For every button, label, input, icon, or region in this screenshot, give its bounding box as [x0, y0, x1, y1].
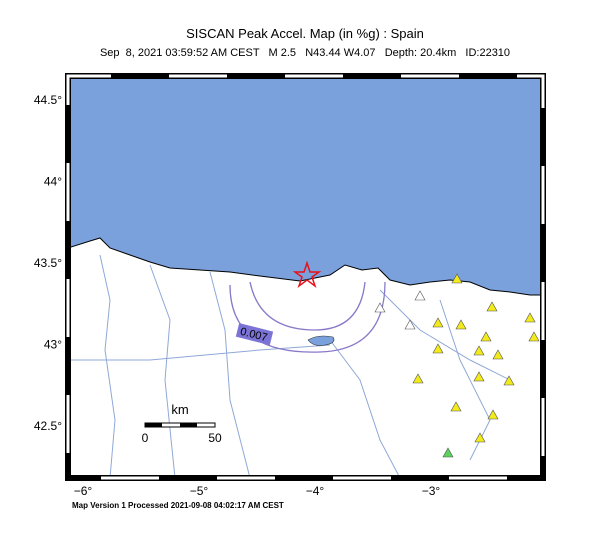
river — [379, 289, 511, 381]
frame-ticks — [66, 74, 545, 480]
scale-end: 50 — [208, 431, 222, 445]
scale-bar: km 0 50 — [142, 402, 222, 445]
river — [329, 339, 401, 479]
stations — [374, 273, 540, 458]
lon-label: −6° — [74, 484, 93, 498]
river — [68, 344, 331, 361]
title: SISCAN Peak Accel. Map (in %g) : Spain — [186, 26, 424, 41]
lake — [307, 335, 335, 346]
river — [99, 254, 116, 479]
lon-label: −3° — [422, 484, 441, 498]
river — [149, 264, 176, 479]
epicenter — [292, 260, 322, 289]
map-area: 0.007 — [65, 73, 546, 481]
contour — [229, 281, 386, 353]
lat-label: 43.5° — [34, 256, 62, 270]
contour-label-box — [235, 323, 274, 346]
contour — [249, 281, 366, 331]
footer: Map Version 1 Processed 2021-09-08 04:02… — [72, 501, 284, 510]
lat-label: 43° — [44, 338, 62, 352]
subtitle: Sep 8, 2021 03:59:52 AM CEST M 2.5 N43.4… — [100, 47, 510, 59]
lat-label: 44° — [44, 175, 62, 189]
scale-start: 0 — [142, 431, 149, 445]
lon-label: −4° — [306, 484, 325, 498]
lat-label: 42.5° — [34, 419, 62, 433]
lon-label: −5° — [190, 484, 209, 498]
lat-label: 44.5° — [34, 93, 62, 107]
ocean — [67, 75, 544, 296]
scale-unit: km — [171, 402, 188, 417]
river — [209, 271, 251, 479]
